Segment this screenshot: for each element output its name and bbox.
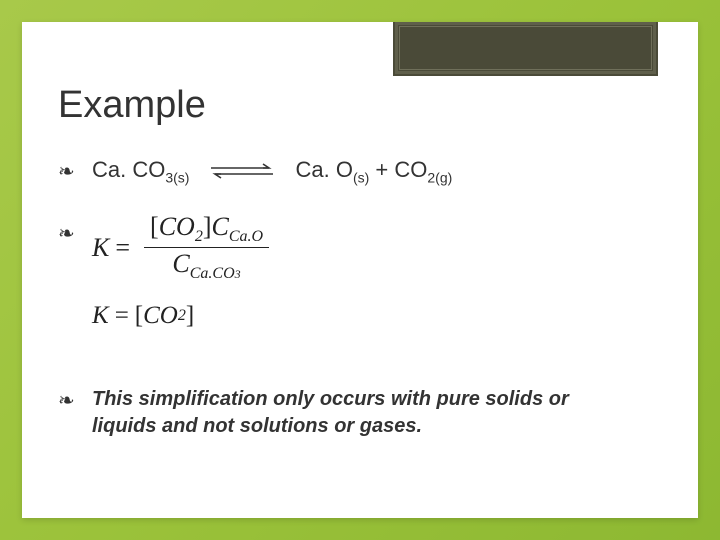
k2-bracket-l: [: [135, 302, 143, 330]
corner-decor-inner: [399, 26, 652, 70]
footnote-lead: This: [92, 388, 133, 410]
k-fraction-row: K = [CO2]CCa.O CCa.CO3: [92, 211, 269, 283]
num-co: CO: [159, 212, 195, 241]
k-eq: =: [115, 233, 130, 263]
k2-co-sub: 2: [178, 307, 186, 325]
reactant-base: Ca. CO: [92, 157, 165, 182]
den-c-sub: Ca.CO: [190, 265, 235, 282]
equilibrium-arrow-icon: [207, 161, 277, 181]
den-extra-sub: 3: [235, 267, 241, 281]
slide-card: Example ❧ Ca. CO3(s) Ca. O(s) + CO2(g): [22, 22, 698, 518]
num-bracket-l: [: [150, 212, 159, 241]
footnote-row: ❧ This simplification only occurs with p…: [58, 386, 662, 440]
k2-lhs: K: [92, 302, 109, 330]
reactant: Ca. CO3(s): [92, 157, 189, 185]
k-lhs: K: [92, 233, 109, 263]
fraction: [CO2]CCa.O CCa.CO3: [144, 211, 269, 283]
num-c: C: [211, 212, 228, 241]
k2-bracket-r: ]: [186, 302, 194, 330]
slide-content: Example ❧ Ca. CO3(s) Ca. O(s) + CO2(g): [58, 84, 662, 498]
slide-title: Example: [58, 84, 662, 127]
equation-bullet-row: ❧ K = [CO2]CCa.O CCa.CO3: [58, 203, 662, 341]
footnote-text: This simplification only occurs with pur…: [92, 386, 612, 440]
product-1-base: Ca. O: [295, 157, 352, 182]
den-c: C: [172, 249, 189, 278]
k2-eq: =: [115, 302, 129, 330]
reactant-sub: 3(s): [165, 169, 189, 185]
product-2-sub: 2(g): [427, 169, 452, 185]
product-2-base: CO: [394, 157, 427, 182]
products: Ca. O(s) + CO2(g): [295, 157, 452, 185]
denominator: CCa.CO3: [166, 248, 246, 283]
k-simple-row: K = [CO2]: [92, 302, 269, 330]
num-co-sub: 2: [195, 229, 203, 246]
bullet-icon: ❧: [58, 159, 86, 184]
equation-row: ❧ Ca. CO3(s) Ca. O(s) + CO2(g): [58, 157, 662, 185]
num-c-sub: Ca.O: [229, 229, 263, 246]
footnote-rest: simplification only occurs with pure sol…: [92, 388, 569, 437]
equation-block: K = [CO2]CCa.O CCa.CO3: [92, 203, 269, 341]
bullet-icon: ❧: [58, 388, 86, 413]
plus-sign: +: [375, 157, 388, 182]
bullet-icon: ❧: [58, 221, 86, 246]
product-1-sub: (s): [353, 169, 369, 185]
k2-co: CO: [143, 302, 178, 330]
numerator: [CO2]CCa.O: [144, 211, 269, 246]
k-fraction-eq: K = [CO2]CCa.O CCa.CO3: [92, 211, 269, 329]
corner-decor-box: [393, 22, 658, 76]
